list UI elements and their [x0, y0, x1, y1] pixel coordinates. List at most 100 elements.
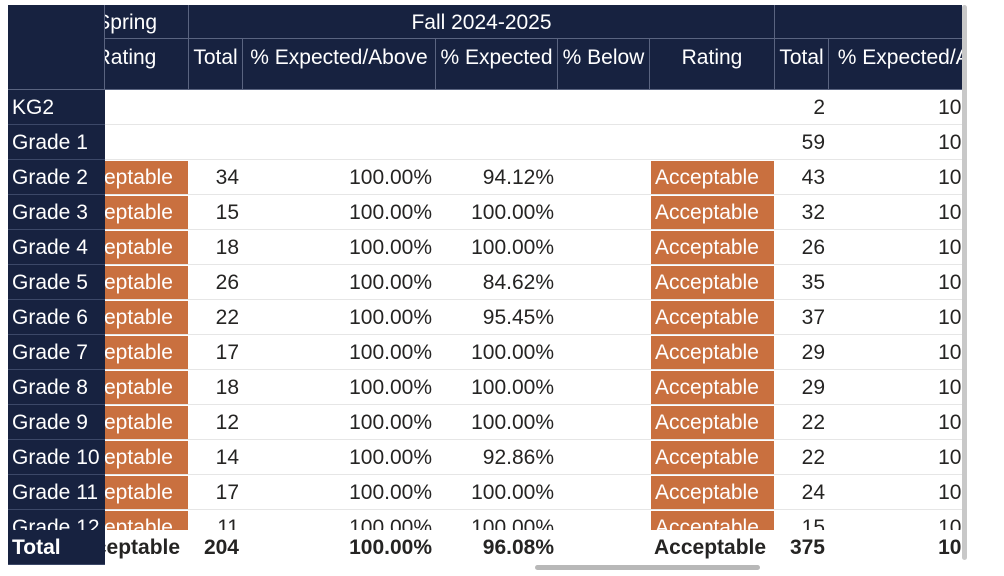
column-header: Rating [650, 39, 775, 90]
row-line [8, 299, 962, 300]
value-cell: 2 [813, 96, 825, 119]
rating-cell: Acceptable [651, 441, 774, 474]
value-cell: 100.00% [471, 411, 554, 434]
value-cell: 100.00% [471, 201, 554, 224]
row-header: Grade 4 [8, 230, 105, 265]
value-cell: 100.00% [349, 446, 432, 469]
column-header: Total [189, 39, 243, 90]
value-cell: 100.00% [938, 201, 962, 224]
value-cell: 100.00% [938, 446, 962, 469]
value-cell: 100.00% [938, 131, 962, 154]
value-cell: 18 [215, 236, 239, 259]
rating-cell: Acceptable [654, 536, 767, 559]
value-cell: 22 [801, 446, 825, 469]
value-cell: 22 [801, 411, 825, 434]
rating-cell: Acceptable [651, 161, 774, 194]
value-cell: 100.00% [938, 481, 962, 504]
value-cell: 26 [215, 271, 239, 294]
value-cell: 37 [801, 306, 825, 329]
value-cell: 100.00% [349, 536, 432, 559]
value-cell: 22 [215, 306, 239, 329]
value-cell: 26 [801, 236, 825, 259]
value-cell: 18 [215, 376, 239, 399]
rating-cell: Acceptable [651, 406, 774, 439]
value-cell: 15 [801, 516, 825, 530]
value-cell: 100.00% [938, 271, 962, 294]
rating-cell: Acceptable [651, 196, 774, 229]
row-line [8, 229, 962, 230]
row-header: Grade 1 [8, 125, 105, 160]
row-header: Grade 11 [8, 475, 105, 510]
rating-cell: Acceptable [651, 231, 774, 264]
value-cell: 204 [203, 536, 239, 559]
row-line [8, 509, 962, 510]
value-cell: 100.00% [471, 341, 554, 364]
row-header: Grade 10 [8, 440, 105, 475]
value-cell: 32 [801, 201, 825, 224]
rating-cell: Acceptable [651, 511, 774, 530]
value-cell: 100.00% [349, 271, 432, 294]
rating-cell: Acceptable [651, 336, 774, 369]
row-header: Grade 6 [8, 300, 105, 335]
value-cell: 100.00% [938, 516, 962, 530]
value-cell: 100.00% [938, 376, 962, 399]
row-line [8, 334, 962, 335]
value-cell: 100.00% [349, 411, 432, 434]
value-cell: 100.00% [938, 411, 962, 434]
rating-cell: Acceptable [651, 476, 774, 509]
scroll-area: Spring Fall 2024-2025 Rating Total% Expecte… [8, 5, 962, 567]
row-line [8, 369, 962, 370]
value-cell: 43 [801, 166, 825, 189]
value-cell: 29 [801, 376, 825, 399]
value-cell: 100.00% [938, 536, 962, 559]
row-header: KG2 [8, 90, 105, 125]
value-cell: 59 [801, 131, 825, 154]
row-header: Total [8, 530, 105, 565]
value-cell: 100.00% [938, 306, 962, 329]
row-header: Grade 12 [8, 510, 105, 530]
value-cell: 100.00% [349, 376, 432, 399]
column-header: Total [775, 39, 829, 90]
value-cell: 17 [215, 341, 239, 364]
body: 2 100.00% 59 100.00% Acceptable 34 100.00% 94.1… [8, 90, 962, 530]
value-cell: 100.00% [349, 166, 432, 189]
column-header: % Expected/Above [243, 39, 436, 90]
column-header: % Below [558, 39, 650, 90]
corner-header [8, 5, 105, 90]
value-cell: 29 [801, 341, 825, 364]
row-header: Grade 3 [8, 195, 105, 230]
group-header: Fall 2024-2025 [189, 5, 775, 39]
value-cell: 94.12% [482, 166, 554, 189]
value-cell: 100.00% [471, 481, 554, 504]
group-header [775, 5, 962, 39]
value-cell: 34 [215, 166, 239, 189]
row-line [8, 439, 962, 440]
value-cell: 100.00% [349, 201, 432, 224]
value-cell: 100.00% [471, 376, 554, 399]
value-cell: 92.86% [482, 446, 554, 469]
vertical-scrollbar[interactable] [962, 5, 967, 560]
value-cell: 24 [801, 481, 825, 504]
value-cell: 100.00% [349, 341, 432, 364]
value-cell: 14 [215, 446, 239, 469]
value-cell: 100.00% [471, 236, 554, 259]
value-cell: 35 [801, 271, 825, 294]
value-cell: 100.00% [938, 166, 962, 189]
horizontal-scrollbar[interactable] [535, 565, 760, 570]
row-line [8, 159, 962, 160]
value-cell: 84.62% [482, 271, 554, 294]
value-cell: 375 [789, 536, 825, 559]
row-line [8, 124, 962, 125]
value-cell: 100.00% [349, 481, 432, 504]
value-cell: 100.00% [349, 306, 432, 329]
value-cell: 12 [215, 411, 239, 434]
row-header: Grade 2 [8, 160, 105, 195]
rating-cell: Acceptable [651, 371, 774, 404]
value-cell: 100.00% [938, 236, 962, 259]
row-line [8, 264, 962, 265]
row-header: Grade 8 [8, 370, 105, 405]
value-cell: 100.00% [938, 96, 962, 119]
value-cell: 100.00% [349, 516, 432, 530]
column-header: % Expected/Above [829, 39, 962, 90]
row-header: Grade 5 [8, 265, 105, 300]
